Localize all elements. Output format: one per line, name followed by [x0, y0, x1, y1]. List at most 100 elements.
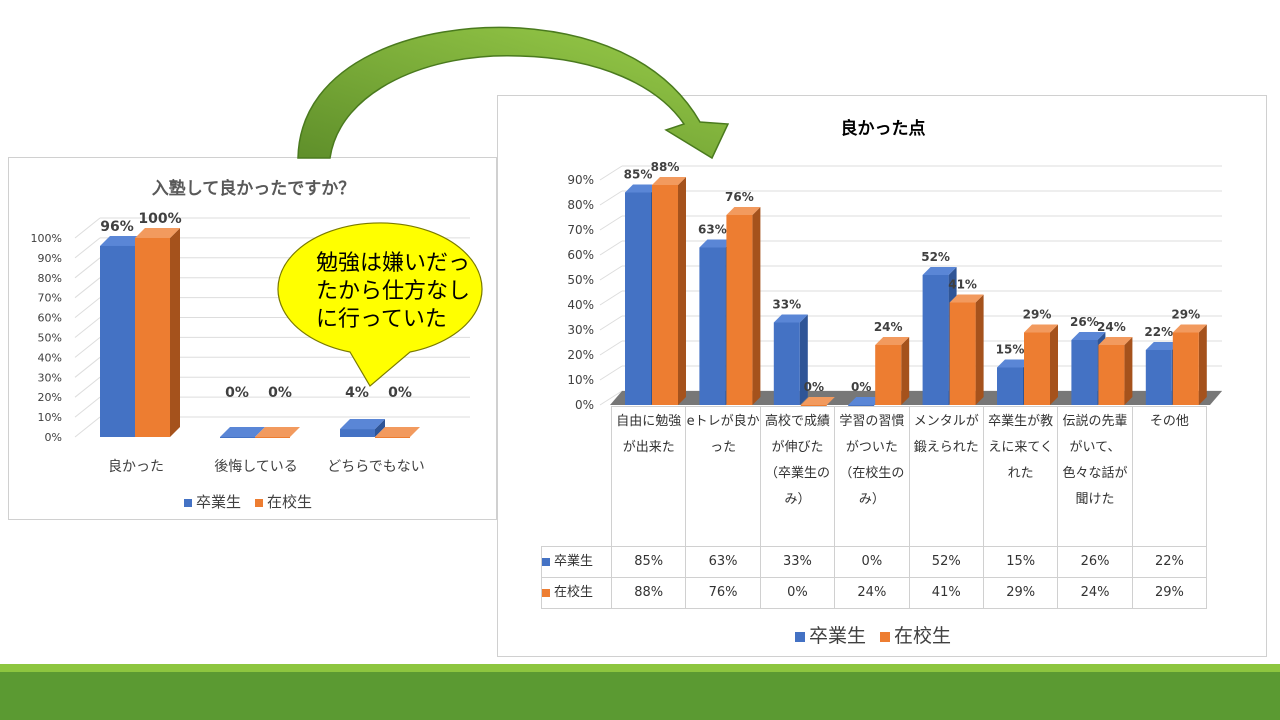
legend-swatch-blue	[795, 631, 805, 642]
bar-side	[752, 207, 761, 405]
gridline	[599, 390, 623, 406]
bar-top	[100, 235, 145, 246]
table-cell: 29%	[1131, 577, 1208, 609]
row-label: 在校生	[554, 585, 594, 600]
gridline	[74, 337, 101, 358]
y-tick-label: 30%	[567, 323, 594, 337]
bar	[135, 238, 170, 437]
legend-label: 卒業生	[809, 625, 867, 647]
bar	[220, 437, 255, 438]
data-label: 24%	[874, 320, 903, 334]
data-label: 0%	[225, 385, 249, 401]
bar	[949, 302, 976, 405]
data-label: 63%	[698, 223, 727, 237]
gridline	[599, 315, 623, 331]
bar-top	[1071, 332, 1106, 340]
gridline	[74, 376, 101, 398]
table-row: 在校生 88% 76% 0% 24% 41% 29% 24% 29%	[541, 577, 1208, 609]
table-header: メンタルが鍛えられた	[908, 406, 984, 547]
y-tick-label: 30%	[38, 371, 62, 384]
bar	[1172, 332, 1199, 405]
legend-swatch-blue	[542, 557, 550, 566]
data-label: 4%	[345, 385, 369, 401]
callout-line: たから仕方なし	[316, 279, 471, 304]
footer-band	[0, 672, 1280, 720]
gridline	[74, 356, 101, 378]
bar-side	[901, 337, 910, 405]
data-label: 52%	[921, 250, 950, 264]
data-label: 26%	[1070, 315, 1099, 329]
bar	[800, 405, 827, 406]
bar	[652, 185, 678, 405]
y-tick-label: 0%	[45, 431, 62, 444]
y-tick-label: 50%	[567, 273, 594, 287]
data-label: 96%	[100, 219, 134, 235]
data-label: 76%	[725, 190, 754, 204]
gridline	[599, 190, 623, 206]
legend-swatch-blue	[184, 498, 192, 507]
bar-top	[1172, 324, 1207, 333]
bar	[922, 275, 949, 405]
bar	[875, 345, 902, 405]
data-table: 自由に勉強が出来た eトレが良かった 高校で成績が伸びた（卒業生のみ） 学習の習…	[541, 406, 1208, 609]
data-label: 0%	[268, 385, 292, 401]
chart-title: 入塾して良かったですか？	[151, 179, 356, 199]
bar	[100, 245, 135, 437]
y-tick-label: 10%	[567, 373, 594, 387]
gridline	[74, 396, 101, 418]
gridline	[74, 257, 101, 279]
gridline	[74, 277, 101, 299]
bar-top	[726, 207, 761, 215]
bar-top	[800, 397, 835, 405]
bar	[1098, 345, 1125, 405]
table-cell: 41%	[908, 577, 984, 609]
bar-top	[375, 427, 420, 437]
y-tick-label: 60%	[567, 248, 594, 262]
bar-top	[949, 294, 984, 303]
category-label: どちらでもない	[327, 459, 425, 475]
bar	[773, 322, 800, 405]
bar-top	[220, 427, 265, 437]
bar-top	[255, 427, 300, 437]
table-cell: 76%	[685, 577, 761, 609]
bar-top	[997, 359, 1031, 368]
y-tick-label: 50%	[38, 332, 62, 345]
gridline	[599, 340, 623, 356]
row-label: 卒業生	[554, 554, 594, 569]
table-cell: 24%	[834, 577, 910, 609]
y-tick-label: 100%	[31, 232, 62, 245]
gridline	[599, 365, 623, 381]
gridline	[74, 217, 101, 239]
table-header: 学習の習慣がついた（在校生のみ）	[834, 406, 910, 547]
table-header: その他	[1131, 406, 1208, 547]
gridline	[599, 215, 623, 231]
bar	[1024, 332, 1050, 405]
bar-top	[1145, 342, 1180, 350]
data-label: 88%	[651, 160, 680, 174]
chart-floor	[610, 391, 1222, 405]
bar-top	[773, 314, 808, 323]
bar-top	[922, 267, 957, 275]
legend-swatch-orange	[880, 631, 891, 642]
bar-side	[375, 419, 385, 437]
y-tick-label: 10%	[38, 411, 62, 424]
chart-title: 良かった点	[840, 119, 926, 139]
bar-top	[1024, 324, 1058, 333]
bar-top	[340, 419, 385, 430]
legend-label: 卒業生	[196, 493, 242, 511]
data-label: 0%	[804, 380, 824, 394]
table-cell: 88%	[610, 577, 687, 609]
y-tick-label: 20%	[38, 391, 62, 404]
data-label: 100%	[138, 211, 181, 227]
bar-side	[1050, 324, 1058, 405]
y-tick-label: 0%	[575, 398, 594, 412]
data-label: 29%	[1023, 308, 1052, 322]
data-label: 33%	[772, 298, 801, 312]
chart-good-points: 良かった点 自由に勉強が出来た eトレが良かった 高校で成績が伸びた（卒業生のみ…	[497, 95, 1267, 657]
bar	[848, 405, 875, 406]
callout-text: 勉強は嫌いだっ たから仕方なし に行っていた	[316, 250, 486, 334]
table-header: 伝説の先輩がいて、色々な話が聞けた	[1057, 406, 1133, 547]
legend-swatch-orange	[542, 588, 550, 597]
y-tick-label: 20%	[567, 348, 594, 362]
data-label: 85%	[624, 168, 653, 182]
